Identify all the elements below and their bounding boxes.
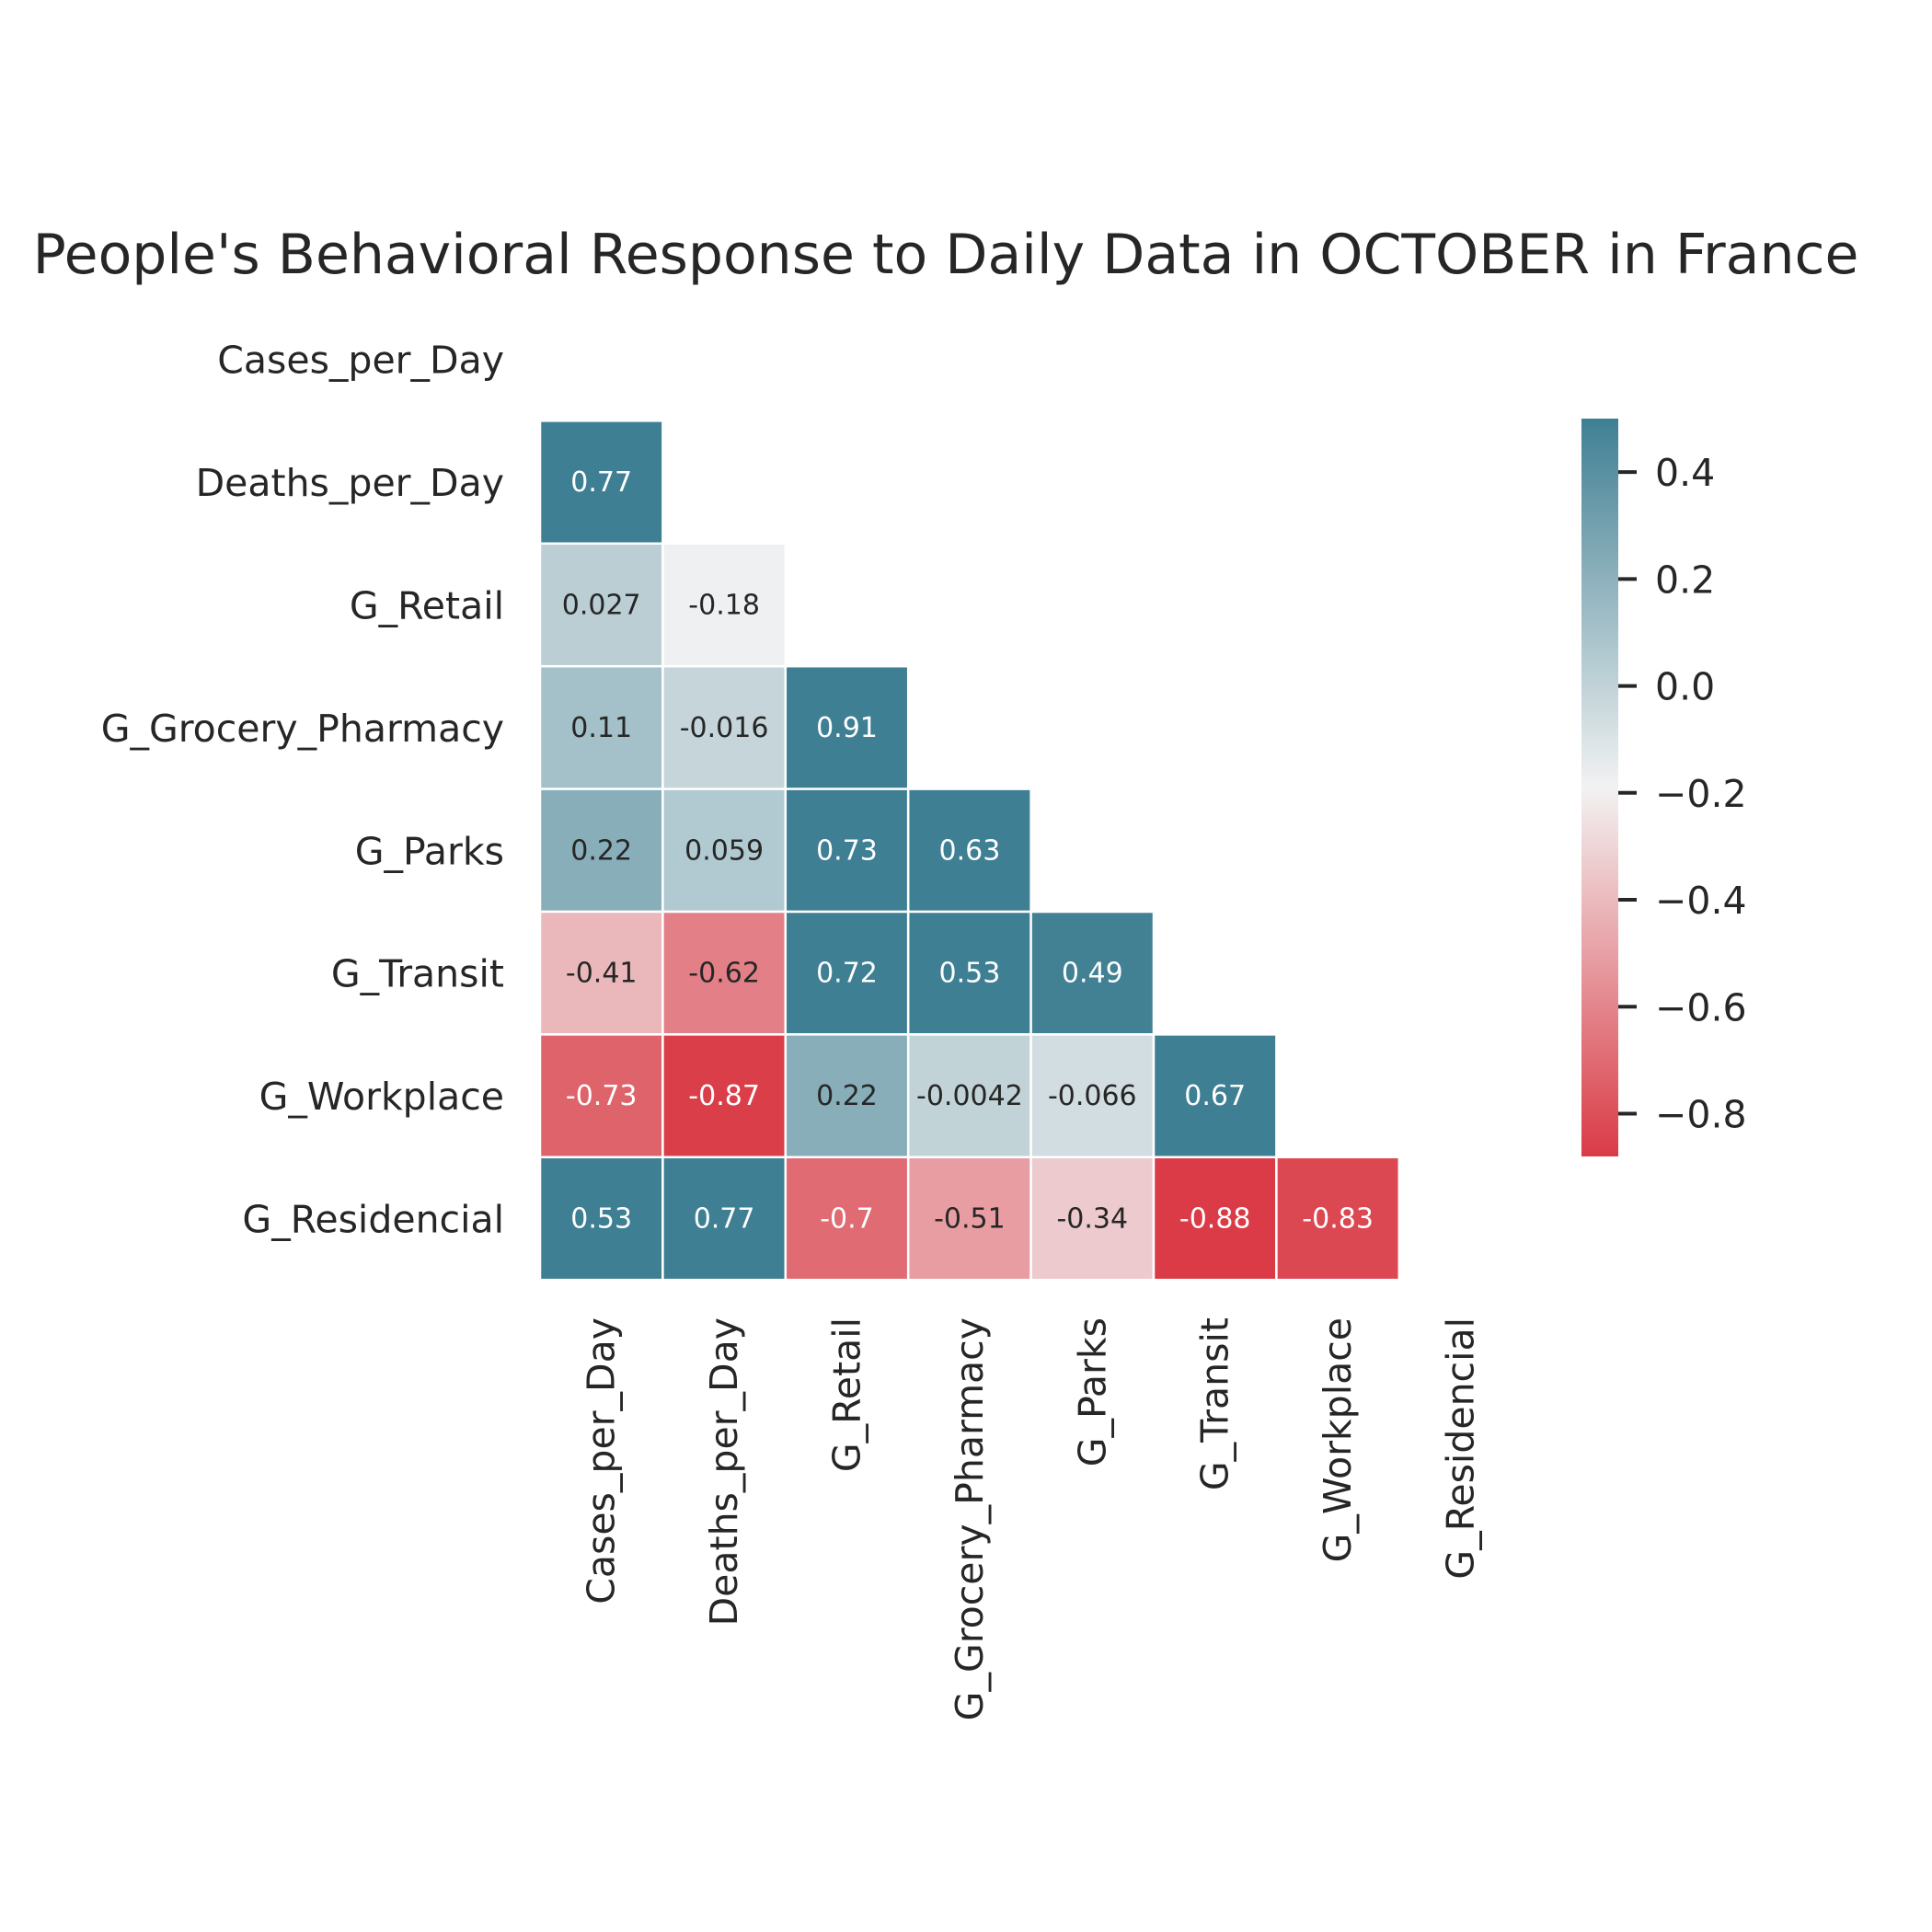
colorbar-tick-label: 0.4 xyxy=(1655,451,1715,495)
cell-value-label: 0.059 xyxy=(684,834,764,867)
y-tick-label-g-grocery-pharmacy: G_Grocery_Pharmacy xyxy=(101,707,504,751)
colorbar-tick-label: −0.8 xyxy=(1655,1093,1747,1137)
colorbar-tick-label: −0.2 xyxy=(1655,772,1747,816)
cell-value-label: 0.22 xyxy=(816,1080,878,1112)
cell-value-label: -0.34 xyxy=(1056,1203,1128,1236)
heatmap-cell-g-residencial-cases-per-day xyxy=(538,1156,664,1282)
cell-value-label: 0.72 xyxy=(816,958,878,990)
colorbar-tick-label: 0.0 xyxy=(1655,665,1715,709)
cell-value-label: 0.63 xyxy=(939,834,1001,867)
cell-value-label: -0.73 xyxy=(566,1080,638,1112)
x-axis-tick-labels: Cases_per_Day Deaths_per_Day G_Retail G_Gro… xyxy=(580,1317,1483,1720)
cell-value-label: 0.91 xyxy=(816,712,878,744)
heatmap-cell-g-residencial-g-grocery-pharmacy xyxy=(906,1156,1032,1282)
cell-value-label: 0.027 xyxy=(562,590,641,622)
cell-value-label: 0.73 xyxy=(816,834,878,867)
heatmap-cell-g-workplace-g-transit xyxy=(1152,1033,1278,1159)
heatmap-cell-g-workplace-g-retail xyxy=(784,1033,910,1159)
cell-value-label: -0.0042 xyxy=(916,1080,1023,1112)
y-tick-label-g-workplace: G_Workplace xyxy=(259,1075,504,1119)
cell-value-label: 0.53 xyxy=(570,1203,632,1236)
x-tick-label-g-transit: G_Transit xyxy=(1193,1317,1237,1490)
cell-value-label: 0.53 xyxy=(939,958,1001,990)
y-tick-label-cases-per-day: Cases_per_Day xyxy=(217,339,504,383)
x-tick-label-cases-per-day: Cases_per_Day xyxy=(580,1317,624,1604)
x-tick-label-g-grocery-pharmacy: G_Grocery_Pharmacy xyxy=(948,1317,992,1720)
cell-value-label: -0.51 xyxy=(934,1203,1006,1236)
colorbar-gradient xyxy=(1581,419,1618,1156)
cell-value-label: -0.18 xyxy=(688,590,760,622)
heatmap-cell-g-transit-g-retail xyxy=(784,910,910,1036)
x-tick-label-g-workplace: G_Workplace xyxy=(1316,1317,1360,1562)
heatmap-cell-g-retail-deaths-per-day xyxy=(661,542,788,668)
cell-value-label: -0.62 xyxy=(688,958,760,990)
heatmap-cell-g-parks-g-retail xyxy=(784,788,910,914)
heatmap-cell-g-workplace-deaths-per-day xyxy=(661,1033,788,1159)
cell-value-label: -0.88 xyxy=(1179,1203,1251,1236)
chart-title: People's Behavioral Response to Daily Da… xyxy=(33,223,1859,287)
y-tick-label-g-retail: G_Retail xyxy=(350,584,504,628)
colorbar-tick-label: −0.4 xyxy=(1655,879,1747,923)
cell-value-label: 0.22 xyxy=(570,834,632,867)
cell-value-label: 0.77 xyxy=(570,466,632,499)
colorbar-tick-label: −0.6 xyxy=(1655,985,1747,1029)
heatmap-cell-labels: 0.77 0.027 -0.18 0.11 -0.016 0.91 0.22 0.059 0.7… xyxy=(562,466,1374,1235)
x-tick-label-g-parks: G_Parks xyxy=(1070,1317,1114,1466)
cell-value-label: -0.7 xyxy=(820,1203,874,1236)
heatmap-cell-g-transit-deaths-per-day xyxy=(661,910,788,1036)
cell-value-label: -0.016 xyxy=(680,712,769,744)
colorbar-tick-label: 0.2 xyxy=(1655,558,1715,602)
x-tick-label-g-retail: G_Retail xyxy=(825,1317,869,1472)
heatmap-cell-g-transit-g-grocery-pharmacy xyxy=(906,910,1032,1036)
x-tick-label-g-residencial: G_Residencial xyxy=(1439,1317,1483,1580)
heatmap-cell-g-residencial-deaths-per-day xyxy=(661,1156,788,1282)
cell-value-label: 0.11 xyxy=(570,712,632,744)
heatmap-cell-g-retail-cases-per-day xyxy=(538,542,664,668)
x-tick-label-deaths-per-day: Deaths_per_Day xyxy=(702,1317,746,1626)
heatmap-cell-g-workplace-cases-per-day xyxy=(538,1033,664,1159)
y-axis-tick-labels: Cases_per_Day Deaths_per_Day G_Retail G_Gro… xyxy=(101,339,504,1242)
y-tick-label-g-transit: G_Transit xyxy=(331,952,504,996)
y-tick-label-g-parks: G_Parks xyxy=(355,829,504,873)
cell-value-label: -0.066 xyxy=(1048,1080,1137,1112)
cell-value-label: -0.83 xyxy=(1302,1203,1374,1236)
y-tick-label-g-residencial: G_Residencial xyxy=(242,1198,504,1242)
heatmap-cell-g-parks-g-grocery-pharmacy xyxy=(906,788,1032,914)
cell-value-label: -0.87 xyxy=(688,1080,760,1112)
cell-value-label: 0.77 xyxy=(694,1203,755,1236)
heatmap-cell-g-parks-deaths-per-day xyxy=(661,788,788,914)
colorbar: 0.4 0.2 0.0 −0.2 −0.4 −0.6 −0.8 xyxy=(1581,419,1747,1156)
cell-value-label: 0.67 xyxy=(1184,1080,1246,1112)
heatmap-cell-g-residencial-g-parks xyxy=(1029,1156,1156,1282)
cell-value-label: 0.49 xyxy=(1062,958,1123,990)
heatmap-cell-g-residencial-g-workplace xyxy=(1275,1156,1401,1282)
cell-value-label: -0.41 xyxy=(566,958,638,990)
heatmap-cell-deaths-per-day-cases-per-day xyxy=(538,420,664,546)
heatmap-cell-g-residencial-g-retail xyxy=(784,1156,910,1282)
heatmap-cell-g-transit-g-parks xyxy=(1029,910,1156,1036)
y-tick-label-deaths-per-day: Deaths_per_Day xyxy=(196,461,504,505)
heatmap-cell-g-workplace-g-grocery-pharmacy xyxy=(906,1033,1032,1159)
heatmap-cells xyxy=(538,420,1401,1282)
